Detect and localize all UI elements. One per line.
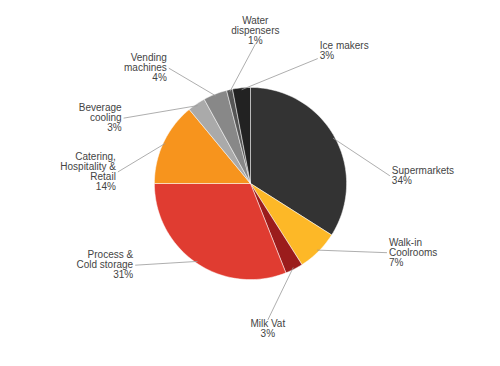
svg-text:Walk-inCoolrooms7%: Walk-inCoolrooms7% [389, 237, 437, 268]
svg-text:Waterdispensers1%: Waterdispensers1% [231, 15, 279, 46]
svg-text:Catering,Hospitality &Retail14: Catering,Hospitality &Retail14% [60, 151, 116, 192]
svg-text:Milk Vat3%: Milk Vat3% [250, 318, 285, 339]
svg-text:Beveragecooling3%: Beveragecooling3% [79, 102, 122, 133]
svg-text:Supermarkets34%: Supermarkets34% [392, 165, 454, 186]
svg-text:Ice makers3%: Ice makers3% [320, 40, 369, 61]
svg-text:Vendingmachines4%: Vendingmachines4% [124, 52, 167, 83]
svg-text:Process &Cold storage31%: Process &Cold storage31% [76, 249, 133, 280]
